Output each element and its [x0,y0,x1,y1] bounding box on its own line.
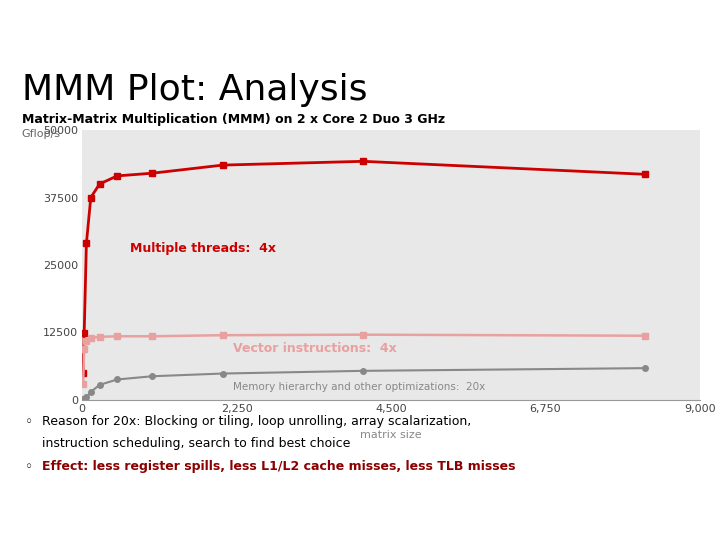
Text: ◦: ◦ [24,460,33,474]
Text: instruction scheduling, search to find best choice: instruction scheduling, search to find b… [42,437,350,450]
Text: Vector instructions:  4x: Vector instructions: 4x [233,342,397,355]
Text: Memory hierarchy and other optimizations:  20x: Memory hierarchy and other optimizations… [233,381,485,391]
Text: Effect: less register spills, less L1/L2 cache misses, less TLB misses: Effect: less register spills, less L1/L2… [42,460,516,473]
Text: matrix size: matrix size [360,430,422,440]
Text: Matrix-Matrix Multiplication (MMM) on 2 x Core 2 Duo 3 GHz: Matrix-Matrix Multiplication (MMM) on 2 … [22,113,445,126]
Text: Gflop/s: Gflop/s [22,129,60,139]
Text: Carnegie Mellon: Carnegie Mellon [625,5,709,15]
Text: Reason for 20x: Blocking or tiling, loop unrolling, array scalarization,: Reason for 20x: Blocking or tiling, loop… [42,415,471,428]
Text: ◦: ◦ [24,415,33,429]
Text: Multiple threads:  4x: Multiple threads: 4x [130,242,276,255]
Text: MMM Plot: Analysis: MMM Plot: Analysis [22,73,367,107]
